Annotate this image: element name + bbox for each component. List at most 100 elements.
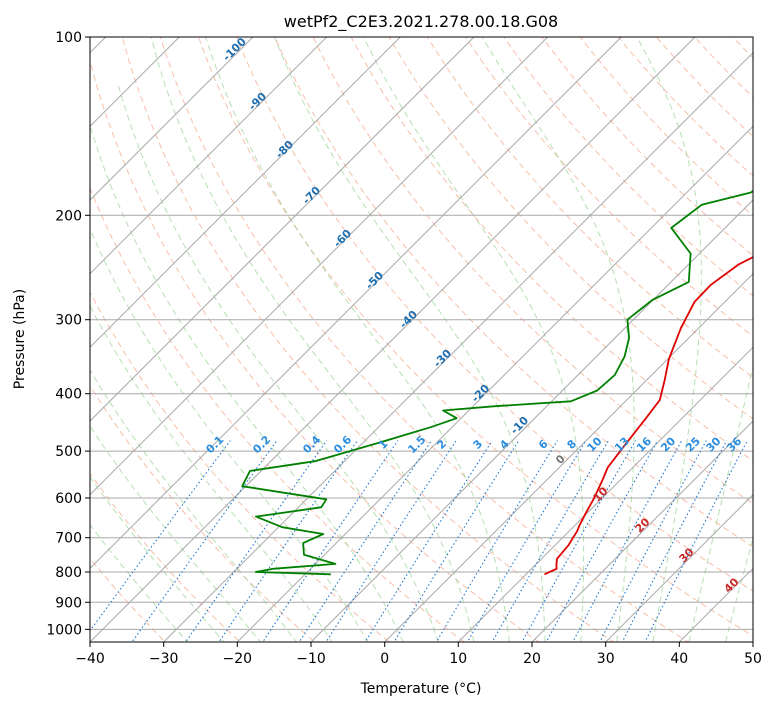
dry-adiabat-line [655, 37, 753, 138]
mixing-ratio-line [466, 440, 587, 642]
dry-adiabat-line [90, 59, 540, 642]
moist-adiabat-line [688, 363, 753, 642]
y-tick-label: 900 [55, 595, 82, 611]
dewpoint-profile-line [241, 189, 753, 576]
dry-adiabat-line [503, 37, 753, 297]
mixing-ratio-line [521, 440, 637, 642]
mixing-ratio-line [218, 440, 358, 642]
isotherm-line [90, 37, 622, 570]
isotherm-line [236, 125, 753, 642]
moist-adiabat-line [90, 368, 297, 642]
mixing-ratio-label: 2 [434, 437, 449, 452]
isotherm-line [90, 37, 475, 422]
moist-adiabat-label: 30 [677, 545, 697, 565]
mixing-ratio-line [185, 440, 328, 642]
dry-adiabat-line [90, 384, 316, 642]
y-tick-label: 700 [55, 531, 82, 547]
mixing-ratio-line [435, 440, 558, 642]
moist-adiabat-line [150, 37, 475, 642]
x-tick-label: −30 [149, 651, 179, 667]
dry-adiabat-line [159, 37, 690, 642]
x-tick-label: −20 [223, 651, 253, 667]
mixing-ratio-line [545, 440, 659, 642]
mixing-ratio-label: 4 [497, 437, 512, 452]
dry-adiabat-line [541, 37, 753, 257]
mixing-ratio-line [599, 440, 707, 642]
dry-adiabat-line [350, 37, 753, 462]
moist-adiabat-line [90, 227, 369, 642]
plot-area: -100 -90 -80-70 -60 -50 -40 -30 -20 -10 0.1 0.2 0.4… [90, 24, 775, 654]
x-tick-label: 40 [670, 651, 688, 667]
dry-adiabat-label: -100 [220, 35, 249, 64]
y-axis-label: Pressure (hPa) [12, 289, 28, 389]
mixing-ratio-line [572, 440, 683, 642]
moist-adiabat-label: 20 [633, 515, 653, 535]
dry-adiabat-label: -80 [273, 138, 296, 161]
moist-adiabat-line [90, 476, 225, 642]
mixing-ratio-line [621, 440, 728, 642]
x-axis-label: Temperature (°C) [360, 681, 482, 697]
mixing-ratio-label: 0.2 [250, 433, 273, 456]
mixing-ratio-line [491, 440, 609, 642]
moist-adiabat-label: 0 [553, 452, 568, 467]
y-tick-label: 300 [55, 313, 82, 329]
dry-adiabat-label: -50 [363, 269, 386, 292]
moist-adiabat-line [205, 37, 510, 642]
isotherm-line [163, 51, 753, 642]
isotherm-line [90, 37, 696, 642]
mixing-ratio-label: 3 [471, 437, 486, 452]
chart-title: wetPf2_C2E3.2021.278.00.18.G08 [284, 12, 558, 32]
x-tick-label: 10 [449, 651, 467, 667]
dry-adiabat-label: -20 [469, 382, 492, 405]
dry-adiabat-line [121, 37, 615, 642]
y-tick-label: 500 [55, 444, 82, 460]
x-tick-label: 20 [523, 651, 541, 667]
dry-adiabat-line [464, 37, 753, 337]
dry-adiabat-label: -30 [431, 347, 454, 370]
plot-frame [89, 36, 754, 643]
isotherm-line [90, 37, 549, 496]
mixing-ratio-label: 1.5 [405, 433, 428, 456]
y-tick-label: 100 [55, 30, 82, 46]
dry-adiabat-line [758, 24, 775, 654]
dry-adiabat-label: -60 [331, 227, 354, 250]
y-tick-label: 600 [55, 491, 82, 507]
dry-adiabat-line [236, 37, 753, 592]
dry-adiabat-line [617, 37, 753, 177]
x-tick-label: 0 [380, 651, 389, 667]
mixing-ratio-label: 0.1 [203, 433, 226, 456]
mixing-ratio-line [90, 440, 231, 632]
moist-adiabat-line [363, 37, 585, 642]
mixing-ratio-label: 0.4 [300, 433, 323, 456]
dry-adiabat-line [197, 37, 753, 637]
moist-adiabat-line [481, 37, 635, 642]
isotherm-line [310, 199, 753, 642]
moist-adiabat-line [90, 124, 404, 642]
y-tick-label: 200 [55, 208, 82, 224]
dry-adiabat-label: -10 [508, 414, 531, 437]
isotherm-line [531, 420, 753, 642]
isotherm-line [752, 641, 753, 642]
moist-adiabat-line [725, 537, 753, 642]
x-tick-label: −40 [75, 651, 105, 667]
dry-adiabat-line [312, 37, 753, 505]
isotherm-line [90, 37, 254, 201]
moist-adiabat-line [90, 523, 188, 642]
mixing-ratio-label: 0.6 [331, 433, 354, 456]
mixing-ratio-line [262, 440, 399, 642]
dry-adiabat-label: -90 [246, 90, 269, 113]
isotherm-line [90, 37, 401, 349]
dry-adiabat-line [90, 186, 465, 642]
dry-adiabat-line [274, 37, 753, 548]
moist-adiabat-line [273, 37, 546, 642]
mixing-ratio-line [393, 440, 520, 642]
mixing-ratio-line [325, 440, 457, 642]
isotherm-line [605, 493, 753, 642]
dry-adiabat-line [426, 37, 753, 378]
x-tick-label: 30 [597, 651, 615, 667]
moist-adiabat-line [117, 83, 440, 642]
isotherm-line [90, 37, 328, 275]
axes: −40 −30 −20 −10 0 10 20 30 40 5010020030040050060… [46, 30, 762, 667]
mixing-ratio-line [364, 440, 493, 642]
